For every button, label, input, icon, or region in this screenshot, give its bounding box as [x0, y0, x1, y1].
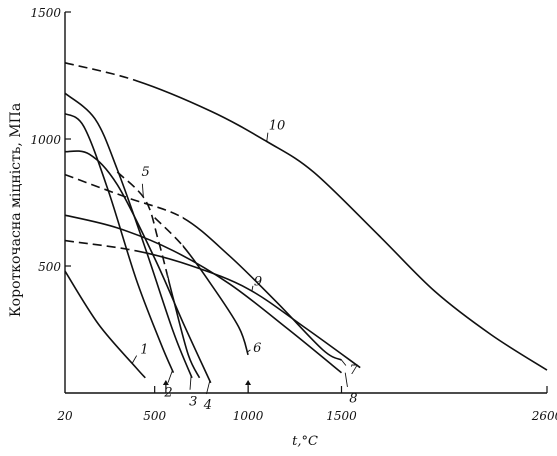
- curve-label-leader: [246, 349, 251, 353]
- curve-label-8: 8: [349, 392, 357, 407]
- curve-label-leader: [131, 355, 138, 364]
- y-tick-label: 1500: [30, 6, 61, 20]
- series-9-dashed-line: [64, 239, 136, 252]
- series-7-line: [182, 216, 342, 361]
- series-10-dashed-line: [64, 62, 136, 82]
- x-tick-label: 2600: [531, 409, 557, 423]
- curve-label-1: 1: [140, 342, 148, 357]
- y-axis-label: Короткочасна міцність, МПа: [8, 103, 24, 317]
- curve-label-2: 2: [163, 386, 172, 401]
- series-2-line: [64, 112, 175, 374]
- curve-label-3: 3: [189, 394, 197, 409]
- x-tick-label: 500: [143, 409, 166, 423]
- x-arrow-head: [245, 380, 252, 385]
- x-tick-label: 1000: [233, 409, 264, 423]
- curve-label-leader: [167, 370, 173, 383]
- curve-label-leader: [266, 132, 269, 142]
- curve-label-7: 7: [349, 363, 358, 378]
- chart-curves: [64, 62, 548, 384]
- series-8-line: [64, 214, 343, 374]
- curve-label-leader: [206, 380, 211, 395]
- curve-label-5: 5: [141, 165, 149, 180]
- x-arrow-head: [162, 380, 169, 385]
- x-tick-label: 20: [56, 409, 73, 423]
- series-6-line: [182, 244, 249, 356]
- series-10-line: [135, 79, 548, 371]
- y-tick-label: 1000: [30, 133, 61, 147]
- series-1-line: [64, 270, 146, 379]
- curve-label-9: 9: [254, 274, 262, 289]
- curve-label-leader: [189, 375, 192, 390]
- series-9-line: [135, 249, 361, 369]
- y-tick-label: 500: [38, 260, 61, 274]
- curve-label-leader: [341, 359, 347, 366]
- x-axis-label: t,°C: [292, 434, 318, 449]
- curve-label-leader: [344, 372, 348, 388]
- x-tick-label: 1500: [326, 409, 357, 423]
- curve-label-leader: [251, 285, 254, 292]
- curve-label-10: 10: [269, 119, 286, 134]
- curve-label-4: 4: [203, 398, 212, 413]
- series-5-line: [167, 273, 201, 379]
- chart-curve-labels: 1 2 3 4 5 6 7 8 9 10: [131, 119, 358, 413]
- curve-label-6: 6: [253, 341, 261, 356]
- chart-axes: 20 500 1000 1500 2600 500 1000 1500: [30, 6, 557, 423]
- curve-label-leader: [141, 183, 144, 199]
- series-3-line: [64, 92, 193, 379]
- series-4-line: [64, 150, 212, 384]
